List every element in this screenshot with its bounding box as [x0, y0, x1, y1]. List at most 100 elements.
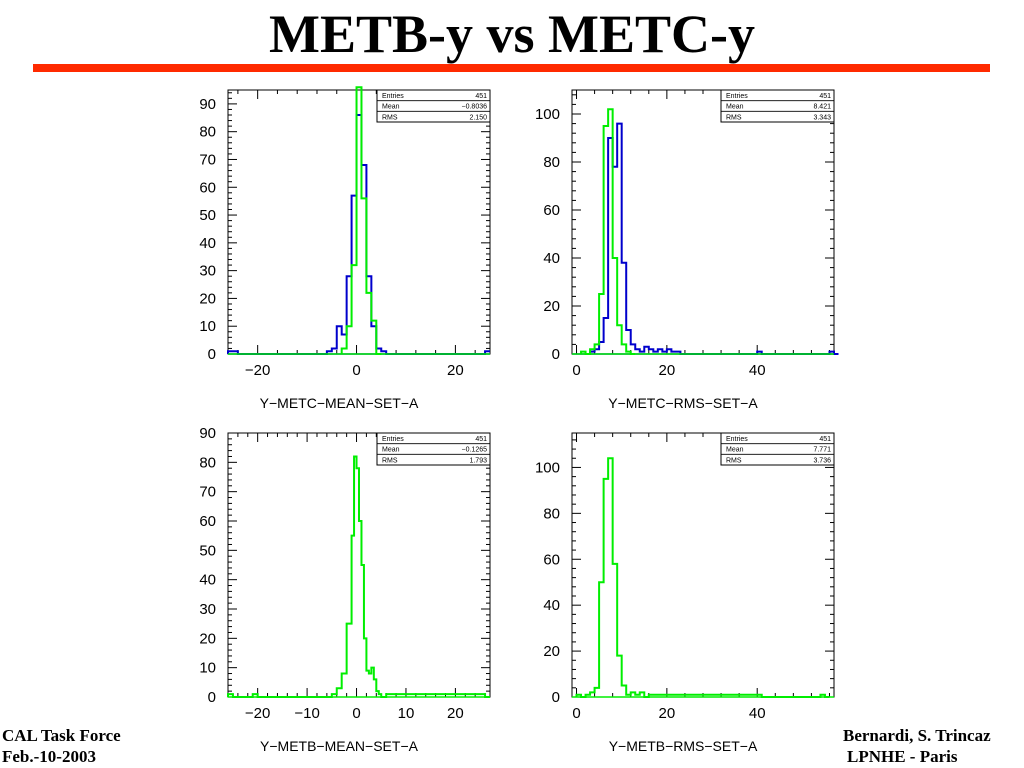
histogram-svg-3: 0 10 20 30 40 50 60 70 80 90 −20 −10 0 10 20 Y−METB−MEA… [199, 425, 491, 754]
histogram-series-1 [575, 457, 830, 698]
y-tick-label: 40 [543, 250, 560, 267]
histogram-series-1 [227, 455, 490, 698]
stats-label: RMS [382, 114, 398, 121]
stats-box-frame [720, 89, 835, 123]
y-tick-label: 60 [199, 179, 216, 196]
y-tick-label: 0 [208, 346, 216, 363]
footer-authors: Bernardi, S. Trincaz [843, 726, 991, 745]
histogram-series-2 [340, 86, 382, 355]
stats-value: 7.771 [813, 447, 831, 454]
x-tick-label: 0 [572, 362, 580, 379]
stats-label: RMS [726, 114, 742, 121]
histogram-panel-1: 0 10 20 30 40 50 60 70 80 90 −20 0 20 Y−METC−MEAN−SET… [180, 82, 500, 420]
y-tick-label: 80 [543, 154, 560, 171]
title-underline-bar [33, 64, 990, 72]
stats-label: Mean [382, 104, 400, 111]
y-tick-label: 10 [199, 660, 216, 677]
stats-value: 8.421 [813, 104, 831, 111]
x-tick-label: −20 [245, 362, 270, 379]
footer-lab: LPNHE - Paris [847, 747, 958, 766]
y-tick-label: 80 [199, 124, 216, 141]
y-tick-label: 40 [543, 597, 560, 614]
x-tick-label: 20 [447, 362, 464, 379]
y-tick-label: 20 [199, 630, 216, 647]
y-tick-label: 20 [543, 298, 560, 315]
stats-value: 451 [819, 93, 831, 100]
y-tick-label: 0 [208, 689, 216, 706]
y-tick-label: 20 [543, 643, 560, 660]
stats-label: Mean [382, 447, 400, 454]
stats-value: −0.8036 [462, 104, 488, 111]
slide-title: METB-y vs METC-y [269, 4, 755, 64]
y-tick-label: 80 [543, 505, 560, 522]
stats-box-frame [376, 432, 491, 466]
y-tick-label: 30 [199, 601, 216, 618]
stats-value: 451 [475, 93, 487, 100]
histogram-svg-2: 0 20 40 60 80 100 0 20 40 Y−METC−RMS−SET−A Entries… [535, 89, 839, 411]
plot-frame [571, 89, 835, 355]
x-tick-label: 20 [659, 705, 676, 722]
stats-value: 3.343 [813, 114, 831, 121]
stats-label: Mean [726, 447, 744, 454]
footer-task-force: CAL Task Force [2, 726, 121, 745]
y-tick-label: 50 [199, 207, 216, 224]
y-tick-label: 0 [552, 346, 560, 363]
y-tick-label: 80 [199, 454, 216, 471]
y-tick-label: 40 [199, 235, 216, 252]
stats-label: Entries [382, 93, 404, 100]
stats-value: 2.150 [469, 114, 487, 121]
x-axis-label: Y−METC−MEAN−SET−A [260, 395, 419, 411]
histogram-panel-3: 0 10 20 30 40 50 60 70 80 90 −20 −10 0 10 20 Y−METB−MEA… [180, 425, 500, 765]
stats-box: Entries 451 Mean 7.771 RMS 3.736 [720, 432, 835, 466]
stats-label: Entries [726, 93, 748, 100]
y-tick-label: 100 [535, 459, 560, 476]
x-tick-label: 0 [572, 705, 580, 722]
histogram-svg-4: 0 20 40 60 80 100 0 20 40 Y−METB−RMS−SET−A Entries… [535, 432, 835, 754]
footer-left: CAL Task Force Feb.-10-2003 [2, 725, 121, 767]
x-tick-label: 10 [398, 705, 415, 722]
y-tick-label: 60 [199, 513, 216, 530]
y-tick-label: 90 [199, 425, 216, 442]
y-tick-label: 20 [199, 290, 216, 307]
y-tick-label: 60 [543, 551, 560, 568]
stats-value: 451 [475, 436, 487, 443]
x-axis-label: Y−METB−MEAN−SET−A [260, 738, 419, 754]
histogram-series-1 [227, 114, 490, 355]
y-tick-label: 60 [543, 202, 560, 219]
footer-date: Feb.-10-2003 [2, 747, 96, 766]
stats-value: 1.793 [469, 457, 487, 464]
stats-value: −0.1265 [462, 447, 488, 454]
x-tick-label: 40 [749, 362, 766, 379]
x-tick-label: 40 [749, 705, 766, 722]
stats-box: Entries 451 Mean 8.421 RMS 3.343 [720, 89, 835, 123]
stats-box: Entries 451 Mean −0.8036 RMS 2.150 [376, 89, 491, 123]
x-tick-label: 20 [659, 362, 676, 379]
y-tick-label: 50 [199, 542, 216, 559]
y-tick-label: 70 [199, 151, 216, 168]
x-axis-label: Y−METC−RMS−SET−A [608, 395, 758, 411]
y-tick-label: 70 [199, 484, 216, 501]
stats-value: 3.736 [813, 457, 831, 464]
y-tick-label: 10 [199, 318, 216, 335]
histogram-panel-4: 0 20 40 60 80 100 0 20 40 Y−METB−RMS−SET−A Entries… [520, 425, 850, 765]
x-tick-label: 20 [447, 705, 464, 722]
x-axis-label: Y−METB−RMS−SET−A [609, 738, 758, 754]
y-tick-label: 90 [199, 96, 216, 113]
y-tick-label: 40 [199, 572, 216, 589]
stats-label: Entries [382, 436, 404, 443]
histogram-series-1 [589, 122, 839, 355]
y-tick-label: 100 [535, 106, 560, 123]
x-tick-label: 0 [352, 362, 360, 379]
stats-label: RMS [382, 457, 398, 464]
histogram-svg-1: 0 10 20 30 40 50 60 70 80 90 −20 0 20 Y−METC−MEAN−SET… [199, 86, 491, 411]
histogram-panel-2: 0 20 40 60 80 100 0 20 40 Y−METC−RMS−SET−A Entries… [520, 82, 850, 420]
x-tick-label: −20 [245, 705, 270, 722]
plot-frame [227, 89, 491, 355]
stats-box-frame [376, 89, 491, 123]
stats-label: Mean [726, 104, 744, 111]
stats-label: RMS [726, 457, 742, 464]
y-tick-label: 30 [199, 263, 216, 280]
footer-right: Bernardi, S. Trincaz LPNHE - Paris [843, 725, 991, 767]
y-tick-label: 0 [552, 689, 560, 706]
stats-box: Entries 451 Mean −0.1265 RMS 1.793 [376, 432, 491, 466]
